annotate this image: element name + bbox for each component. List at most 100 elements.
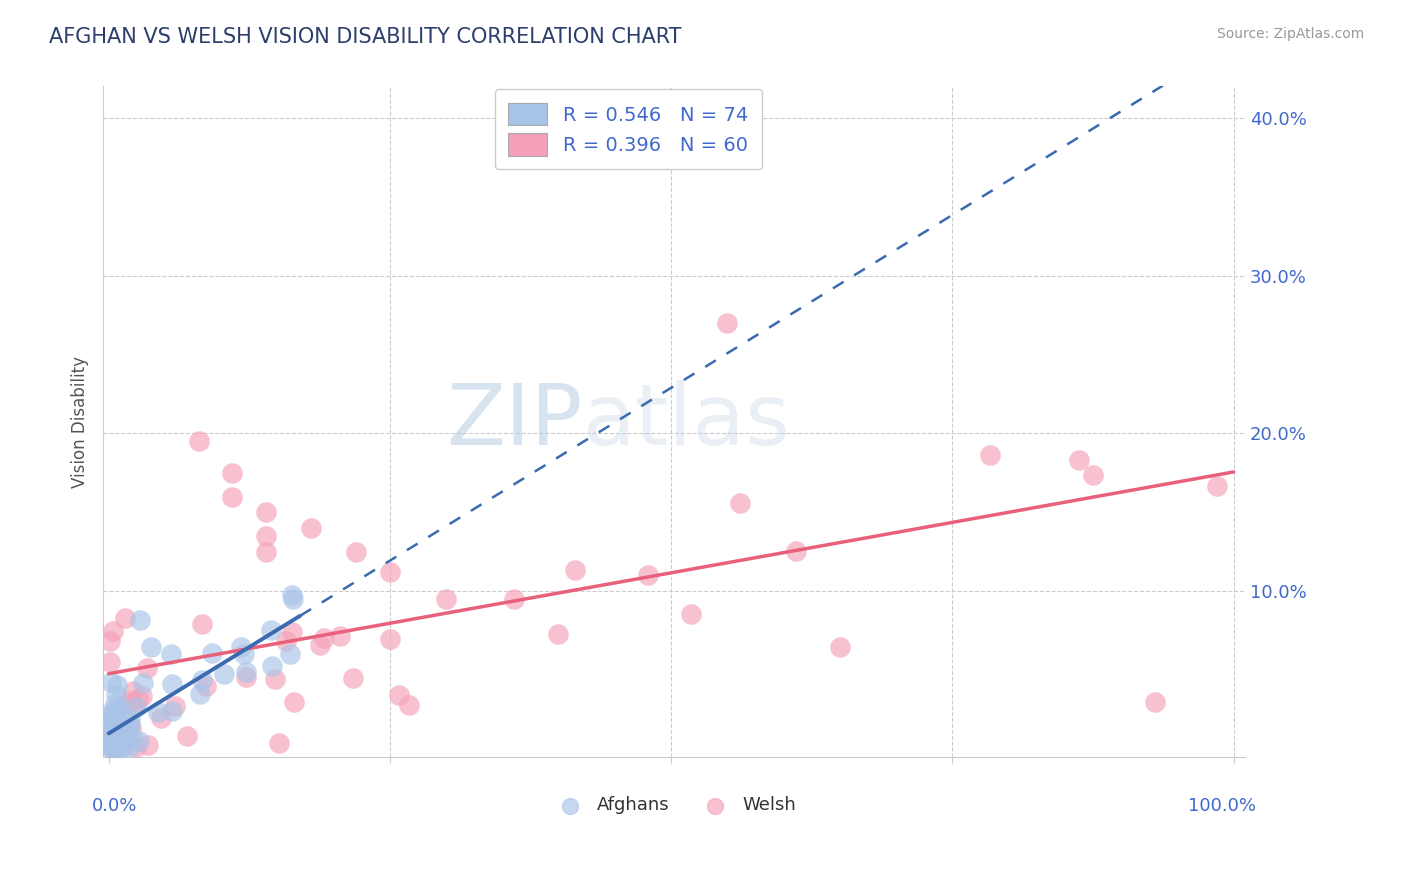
Point xyxy=(280,587,302,601)
Point xyxy=(136,661,159,675)
Point xyxy=(1069,453,1091,467)
Point xyxy=(716,316,738,330)
Point xyxy=(103,717,125,731)
Point xyxy=(254,505,277,519)
Point xyxy=(114,611,136,625)
Point xyxy=(188,687,211,701)
Point xyxy=(105,739,128,753)
Point xyxy=(221,466,243,480)
Point xyxy=(98,634,121,648)
Point xyxy=(378,566,401,580)
Point xyxy=(235,665,257,679)
Point xyxy=(1143,695,1166,709)
Point xyxy=(195,679,218,693)
Point xyxy=(104,734,127,748)
Point xyxy=(276,633,298,648)
Point xyxy=(128,734,150,748)
Point xyxy=(98,655,121,669)
Point xyxy=(101,706,124,721)
Point xyxy=(104,708,127,723)
Point xyxy=(502,592,524,607)
Point xyxy=(329,629,352,643)
Point xyxy=(104,689,127,703)
Point xyxy=(120,718,142,732)
Text: 100.0%: 100.0% xyxy=(1188,797,1257,815)
Point xyxy=(260,658,283,673)
Point xyxy=(101,723,124,738)
Point xyxy=(110,740,132,755)
Point xyxy=(150,711,173,725)
Point xyxy=(254,529,277,543)
Point xyxy=(104,697,127,711)
Point xyxy=(122,698,145,713)
Point xyxy=(190,616,212,631)
Point xyxy=(121,731,143,745)
Point xyxy=(187,434,209,449)
Point xyxy=(107,723,129,737)
Point xyxy=(104,727,127,741)
Point xyxy=(101,737,124,751)
Point xyxy=(104,740,127,755)
Text: atlas: atlas xyxy=(582,380,790,463)
Point xyxy=(103,718,125,732)
Point xyxy=(679,607,702,621)
Point xyxy=(214,666,236,681)
Point xyxy=(547,627,569,641)
Point xyxy=(176,729,198,743)
Point xyxy=(828,640,851,654)
Point xyxy=(104,716,127,731)
Point xyxy=(127,691,149,706)
Point xyxy=(104,712,127,726)
Point xyxy=(103,740,125,755)
Point xyxy=(388,688,411,702)
Point xyxy=(100,740,122,755)
Text: Source: ZipAtlas.com: Source: ZipAtlas.com xyxy=(1216,27,1364,41)
Point xyxy=(278,647,301,661)
Text: ZIP: ZIP xyxy=(446,380,582,463)
Point xyxy=(131,689,153,703)
Point xyxy=(112,731,135,745)
Point xyxy=(111,740,134,755)
Point xyxy=(160,705,183,719)
Point xyxy=(141,640,163,654)
Point xyxy=(1081,467,1104,482)
Point xyxy=(398,698,420,712)
Point xyxy=(160,676,183,690)
Point xyxy=(380,632,402,646)
Point xyxy=(101,624,124,639)
Point xyxy=(125,699,148,714)
Point xyxy=(344,545,367,559)
Point xyxy=(100,740,122,755)
Point xyxy=(101,705,124,719)
Point xyxy=(111,719,134,733)
Point xyxy=(105,678,128,692)
Point xyxy=(129,613,152,627)
Point xyxy=(263,672,285,686)
Point xyxy=(108,727,131,741)
Point xyxy=(98,731,121,745)
Point xyxy=(103,718,125,732)
Point xyxy=(235,670,257,684)
Point xyxy=(103,740,125,755)
Point xyxy=(434,592,457,607)
Point xyxy=(146,705,169,719)
Point xyxy=(342,671,364,685)
Point xyxy=(118,694,141,708)
Point xyxy=(159,648,181,662)
Point xyxy=(201,646,224,660)
Point xyxy=(103,733,125,747)
Point xyxy=(112,731,135,745)
Point xyxy=(979,448,1001,462)
Point xyxy=(564,563,586,577)
Point xyxy=(110,700,132,714)
Point xyxy=(100,675,122,690)
Point xyxy=(101,740,124,755)
Point xyxy=(114,720,136,734)
Point xyxy=(283,591,305,606)
Point xyxy=(120,740,142,755)
Point xyxy=(103,739,125,753)
Point xyxy=(98,740,121,755)
Point xyxy=(101,740,124,755)
Point xyxy=(191,673,214,687)
Point xyxy=(221,490,243,504)
